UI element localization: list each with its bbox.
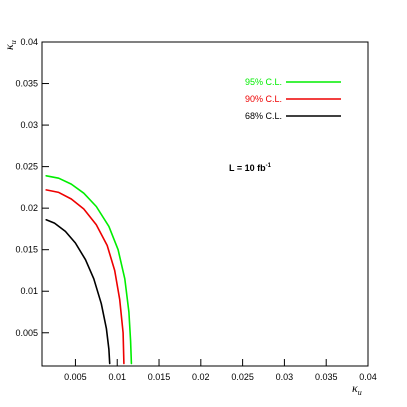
x-tick-label: 0.035	[315, 372, 338, 382]
x-tick-label: 0.025	[231, 372, 254, 382]
x-tick-label: 0.04	[359, 372, 377, 382]
y-tick-label: 0.04	[20, 37, 38, 47]
x-axis-title: κu	[352, 381, 362, 397]
legend-label-1: 95% C.L.	[245, 77, 282, 87]
plot-frame	[41, 41, 369, 367]
y-tick-label: 0.025	[15, 162, 38, 172]
x-tick-label: 0.02	[192, 372, 210, 382]
legend-label-2: 90% C.L.	[245, 94, 282, 104]
legend-label-3: 68% C.L.	[245, 111, 282, 121]
y-tick-label: 0.03	[20, 120, 38, 130]
series-line-3	[45, 219, 111, 365]
legend: 95% C.L. 90% C.L. 68% C.L.	[245, 77, 341, 121]
series-line-1	[45, 175, 133, 365]
x-axis-ticks: 0.005 0.01 0.015 0.02 0.025 0.03 0.035 0.04	[64, 359, 377, 382]
x-tick-label: 0.005	[64, 372, 87, 382]
y-tick-label: 0.005	[15, 328, 38, 338]
x-tick-label: 0.03	[276, 372, 294, 382]
y-axis-ticks: 0.005 0.01 0.015 0.02 0.025 0.03 0.035 0.04	[15, 37, 49, 338]
y-tick-label: 0.035	[15, 79, 38, 89]
y-tick-label: 0.02	[20, 203, 38, 213]
x-tick-label: 0.015	[148, 372, 171, 382]
y-axis-title: κu	[2, 40, 18, 50]
series-line-2	[45, 189, 125, 365]
annotation-luminosity: L = 10 fb-1	[229, 163, 272, 173]
y-tick-label: 0.01	[20, 286, 38, 296]
x-tick-label: 0.01	[108, 372, 126, 382]
y-tick-label: 0.015	[15, 245, 38, 255]
series-layer	[45, 175, 133, 365]
